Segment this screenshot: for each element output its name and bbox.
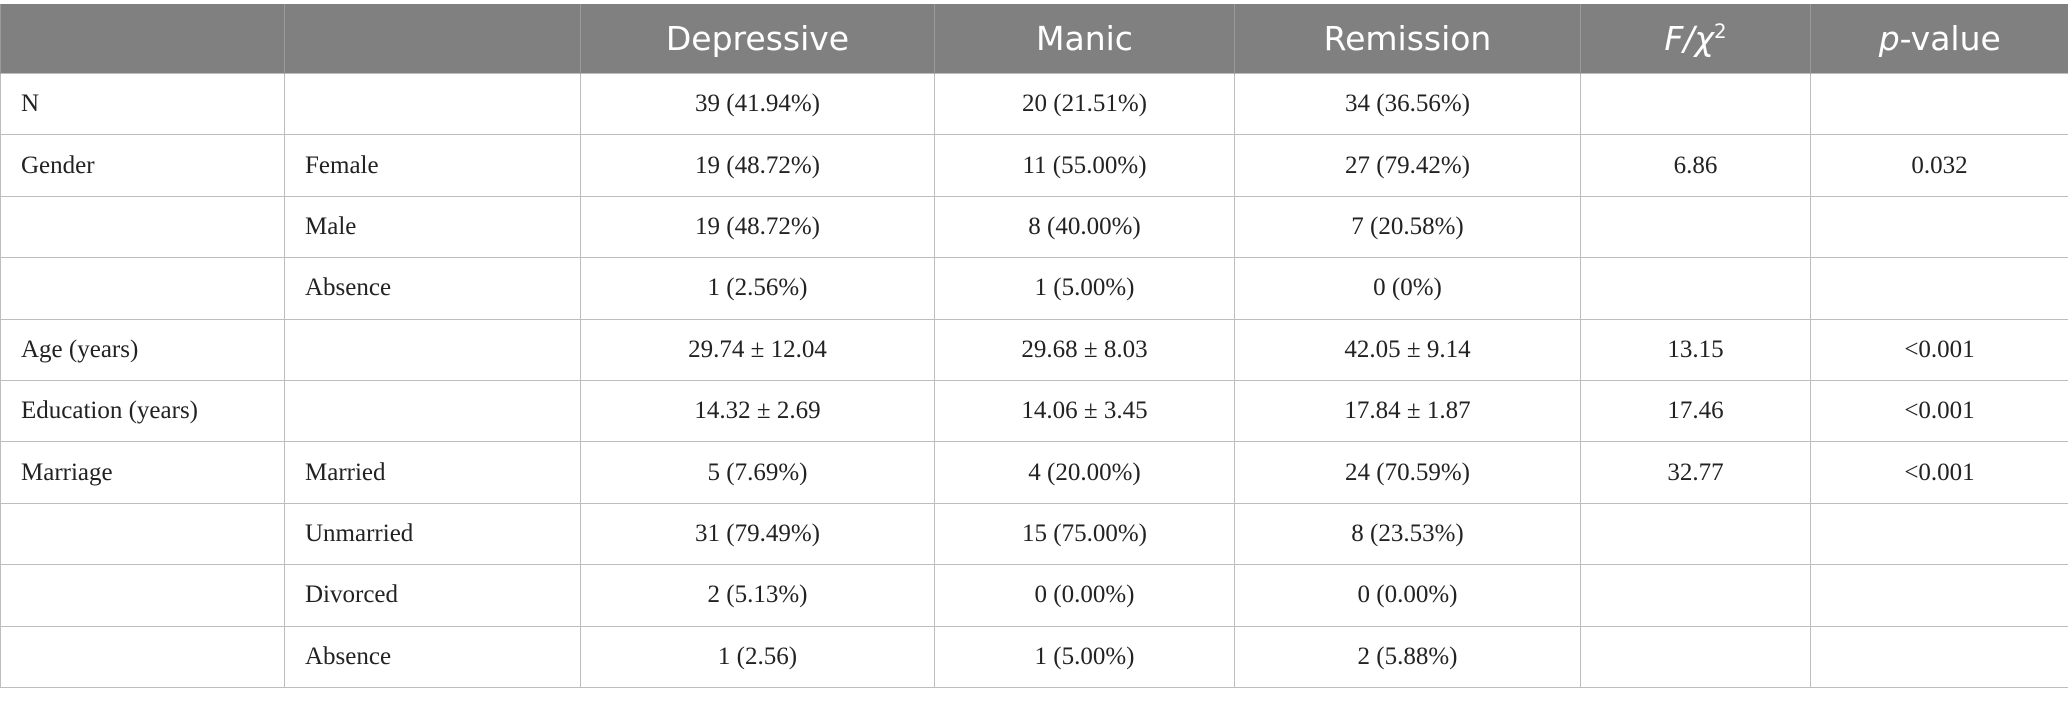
body-cell: Absence xyxy=(284,625,581,688)
body-cell: Absence xyxy=(284,257,581,320)
body-row: N 39 (41.94%) 20 (21.51%) 34 (36.56%) xyxy=(0,72,2068,136)
body-cell: 15 (75.00%) xyxy=(934,502,1235,566)
body-cell xyxy=(1810,257,2068,320)
body-row: Divorced 2 (5.13%) 0 (0.00%) 0 (0.00%) xyxy=(0,564,2068,627)
body-cell: Gender xyxy=(0,134,285,197)
body-cell xyxy=(1810,564,2068,627)
header-text-part: -value xyxy=(1899,19,2001,58)
body-cell: 39 (41.94%) xyxy=(580,72,935,136)
body-cell: 1 (5.00%) xyxy=(934,625,1235,688)
body-cell: 0.032 xyxy=(1810,134,2068,197)
body-cell: 17.84 ± 1.87 xyxy=(1234,379,1581,443)
body-cell: 34 (36.56%) xyxy=(1234,72,1581,136)
header-text-part: p xyxy=(1878,19,1900,58)
body-cell: Male xyxy=(284,195,581,259)
body-cell: 1 (2.56) xyxy=(580,625,935,688)
header-cell: p-value xyxy=(1810,4,2068,74)
body-cell xyxy=(1810,625,2068,688)
body-cell: 27 (79.42%) xyxy=(1234,134,1581,197)
body-cell: 29.68 ± 8.03 xyxy=(934,318,1235,381)
body-cell: Unmarried xyxy=(284,502,581,566)
body-cell: 11 (55.00%) xyxy=(934,134,1235,197)
body-row: Unmarried 31 (79.49%) 15 (75.00%) 8 (23.53%… xyxy=(0,502,2068,566)
body-cell: 2 (5.88%) xyxy=(1234,625,1581,688)
table-container: Depressive Manic Remission F/χ2 p-value N 39 (… xyxy=(0,4,2068,688)
header-row: Depressive Manic Remission F/χ2 p-value xyxy=(0,4,2068,74)
body-cell xyxy=(1580,564,1811,627)
body-cell: 19 (48.72%) xyxy=(580,134,935,197)
body-row: Absence 1 (2.56) 1 (5.00%) 2 (5.88%) xyxy=(0,625,2068,688)
body-cell: 19 (48.72%) xyxy=(580,195,935,259)
body-cell: Marriage xyxy=(0,441,285,504)
body-cell xyxy=(1810,502,2068,566)
body-cell: 0 (0.00%) xyxy=(1234,564,1581,627)
body-cell xyxy=(0,564,285,627)
body-row: Male 19 (48.72%) 8 (40.00%) 7 (20.58%) xyxy=(0,195,2068,259)
body-cell: 24 (70.59%) xyxy=(1234,441,1581,504)
header-cell xyxy=(284,4,581,74)
body-cell: 17.46 xyxy=(1580,379,1811,443)
body-cell: Age (years) xyxy=(0,318,285,381)
body-cell: 7 (20.58%) xyxy=(1234,195,1581,259)
body-cell: Female xyxy=(284,134,581,197)
body-cell: 20 (21.51%) xyxy=(934,72,1235,136)
body-cell: 42.05 ± 9.14 xyxy=(1234,318,1581,381)
header-cell: Remission xyxy=(1234,4,1581,74)
body-cell: <0.001 xyxy=(1810,441,2068,504)
body-cell: 4 (20.00%) xyxy=(934,441,1235,504)
header-cell: F/χ2 xyxy=(1580,4,1811,74)
body-cell: 13.15 xyxy=(1580,318,1811,381)
body-row: Marriage Married 5 (7.69%) 4 (20.00%) 24 (70… xyxy=(0,441,2068,504)
body-cell: 29.74 ± 12.04 xyxy=(580,318,935,381)
body-cell xyxy=(0,257,285,320)
body-cell xyxy=(1580,195,1811,259)
body-row: Absence 1 (2.56%) 1 (5.00%) 0 (0%) xyxy=(0,257,2068,320)
body-cell: 14.06 ± 3.45 xyxy=(934,379,1235,443)
body-cell: Divorced xyxy=(284,564,581,627)
body-cell: 14.32 ± 2.69 xyxy=(580,379,935,443)
body-row: Education (years) 14.32 ± 2.69 14.06 ± 3.4… xyxy=(0,379,2068,443)
body-cell xyxy=(1580,257,1811,320)
body-cell: 1 (2.56%) xyxy=(580,257,935,320)
body-cell xyxy=(284,379,581,443)
body-cell: <0.001 xyxy=(1810,379,2068,443)
body-cell: 0 (0.00%) xyxy=(934,564,1235,627)
body-cell xyxy=(1580,72,1811,136)
body-cell xyxy=(0,502,285,566)
body-cell xyxy=(284,318,581,381)
body-cell: Married xyxy=(284,441,581,504)
body-cell: 31 (79.49%) xyxy=(580,502,935,566)
body-cell: 2 (5.13%) xyxy=(580,564,935,627)
body-cell: 1 (5.00%) xyxy=(934,257,1235,320)
body-cell: 32.77 xyxy=(1580,441,1811,504)
body-cell xyxy=(284,72,581,136)
header-cell: Depressive xyxy=(580,4,935,74)
data-table: Depressive Manic Remission F/χ2 p-value N 39 (… xyxy=(0,4,2068,688)
body-cell: 6.86 xyxy=(1580,134,1811,197)
body-cell xyxy=(1580,502,1811,566)
header-cell: Manic xyxy=(934,4,1235,74)
body-cell xyxy=(0,195,285,259)
header-text-part: 2 xyxy=(1714,20,1727,43)
body-cell xyxy=(1810,195,2068,259)
body-cell xyxy=(1580,625,1811,688)
body-row: Age (years) 29.74 ± 12.04 29.68 ± 8.03 42.0… xyxy=(0,318,2068,381)
body-cell: 8 (23.53%) xyxy=(1234,502,1581,566)
body-cell xyxy=(0,625,285,688)
header-cell xyxy=(0,4,285,74)
body-cell: Education (years) xyxy=(0,379,285,443)
header-text-part: F/χ xyxy=(1664,19,1715,58)
body-row: Gender Female 19 (48.72%) 11 (55.00%) 27 (79… xyxy=(0,134,2068,197)
body-cell: N xyxy=(0,72,285,136)
body-cell: 8 (40.00%) xyxy=(934,195,1235,259)
body-cell xyxy=(1810,72,2068,136)
body-cell: 0 (0%) xyxy=(1234,257,1581,320)
body-cell: 5 (7.69%) xyxy=(580,441,935,504)
body-cell: <0.001 xyxy=(1810,318,2068,381)
